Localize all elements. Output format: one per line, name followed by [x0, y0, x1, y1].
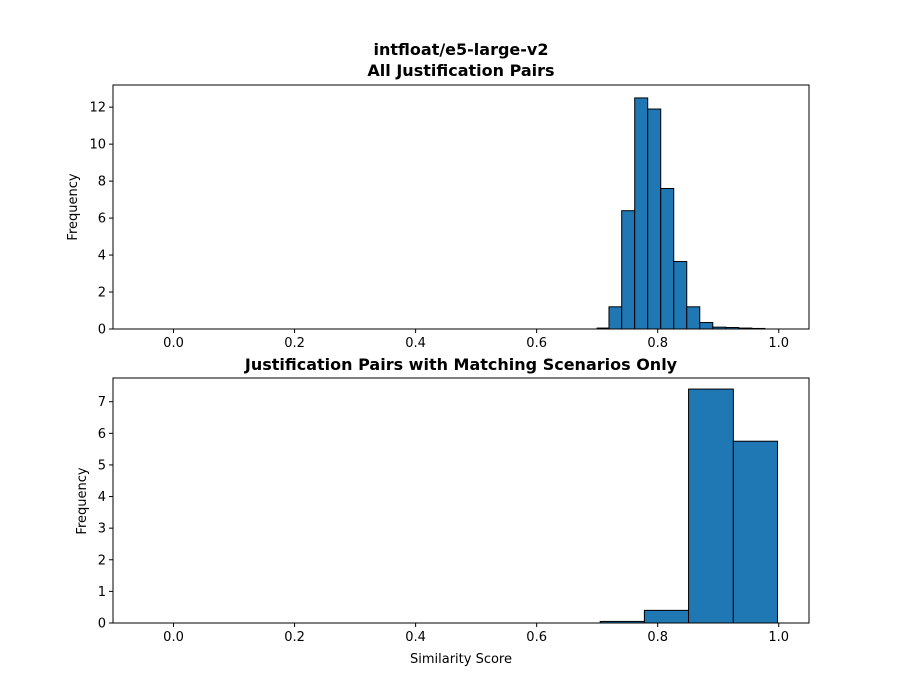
ax2-y-tick-label: 2 — [98, 553, 106, 568]
top-bars — [596, 97, 766, 330]
bottom-bars — [599, 388, 779, 624]
ax2-bar — [688, 388, 734, 624]
top-subplot-title: All Justification Pairs — [367, 61, 554, 80]
ax2-x-tick-label: 0.6 — [526, 630, 547, 645]
ax1-y-tick-label: 0 — [98, 323, 106, 338]
ax2-x-tick-label: 0.2 — [284, 630, 305, 645]
ax1-x-tick-label: 0.6 — [526, 336, 547, 351]
ax1-y-tick-label: 2 — [98, 286, 106, 301]
top-x-ticks: 0.0 0.2 0.4 0.6 0.8 1.0 — [163, 329, 789, 351]
bottom-subplot-title: Justification Pairs with Matching Scenar… — [244, 355, 678, 374]
ax2-y-tick-label: 7 — [98, 395, 106, 410]
ax2-y-tick-label: 0 — [98, 617, 106, 632]
ax1-y-tick-label: 6 — [98, 212, 106, 227]
bottom-x-ticks: 0.0 0.2 0.4 0.6 0.8 1.0 — [163, 623, 789, 645]
bottom-y-ticks: 0 1 2 3 4 5 6 7 — [98, 395, 113, 632]
top-plot-frame — [112, 84, 810, 330]
ax1-bar — [673, 261, 688, 330]
ax1-y-tick-label: 8 — [98, 175, 106, 190]
ax1-x-tick-label: 0.8 — [647, 336, 668, 351]
ax2-y-tick-label: 6 — [98, 427, 106, 442]
ax2-bar — [643, 609, 690, 624]
ax1-y-tick-label: 12 — [89, 101, 106, 116]
ax2-y-tick-label: 4 — [98, 490, 106, 505]
ax2-y-tick-label: 3 — [98, 522, 106, 537]
bottom-histogram: Justification Pairs with Matching Scenar… — [75, 355, 810, 667]
ax1-bar — [660, 188, 675, 330]
ax1-x-tick-label: 0.0 — [163, 336, 184, 351]
ax2-x-tick-label: 0.8 — [647, 630, 668, 645]
top-y-axis-label: Frequency — [66, 173, 81, 240]
ax1-bar — [686, 306, 701, 330]
ax2-x-tick-label: 0.0 — [163, 630, 184, 645]
ax2-x-tick-label: 0.4 — [405, 630, 426, 645]
bottom-y-axis-label: Frequency — [75, 467, 90, 534]
ax2-y-tick-label: 5 — [98, 458, 106, 473]
ax1-bar — [647, 108, 662, 330]
ax1-bar — [608, 306, 623, 330]
bottom-x-axis-label: Similarity Score — [410, 652, 512, 667]
ax1-x-tick-label: 1.0 — [768, 336, 789, 351]
bottom-plot-frame — [112, 377, 810, 624]
ax2-x-tick-label: 1.0 — [768, 630, 789, 645]
top-histogram: intfloat/e5-large-v2 All Justification P… — [66, 40, 810, 351]
ax1-x-tick-label: 0.2 — [284, 336, 305, 351]
ax1-x-tick-label: 0.4 — [405, 336, 426, 351]
ax2-bar — [732, 440, 779, 624]
figure-title-line1: intfloat/e5-large-v2 — [374, 40, 549, 59]
ax1-y-tick-label: 4 — [98, 249, 106, 264]
ax1-bar — [634, 97, 649, 330]
ax1-y-tick-label: 10 — [89, 138, 106, 153]
top-y-ticks: 0 2 4 6 8 10 12 — [89, 101, 113, 338]
ax1-bar — [699, 322, 714, 330]
ax2-y-tick-label: 1 — [98, 585, 106, 600]
ax1-bar — [621, 210, 636, 330]
